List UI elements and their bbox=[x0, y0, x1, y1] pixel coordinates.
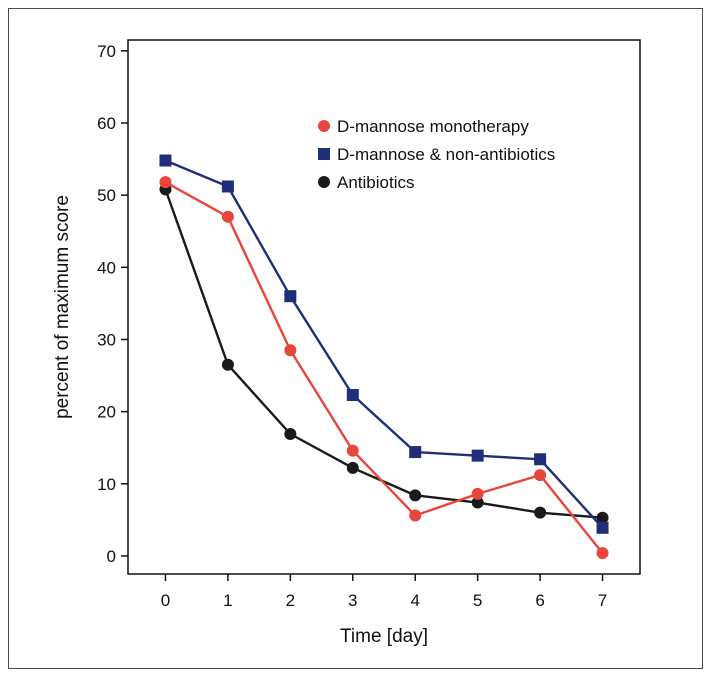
x-tick-label: 0 bbox=[161, 591, 170, 610]
y-tick-label: 0 bbox=[107, 547, 116, 566]
legend-marker bbox=[318, 176, 330, 188]
series-d-mannose-monotherapy bbox=[159, 176, 609, 560]
x-tick-label: 5 bbox=[473, 591, 482, 610]
data-point-d-mannose-monotherapy bbox=[221, 210, 234, 223]
data-point-d-mannose-monotherapy bbox=[284, 344, 297, 357]
data-point-d-mannose-non-antibiotics bbox=[284, 290, 297, 303]
y-tick-label: 50 bbox=[97, 186, 116, 205]
data-point-d-mannose-monotherapy bbox=[596, 547, 609, 560]
data-point-d-mannose-non-antibiotics bbox=[409, 446, 422, 459]
data-point-d-mannose-non-antibiotics bbox=[534, 453, 547, 466]
y-tick-label: 40 bbox=[97, 258, 116, 277]
y-tick-label: 10 bbox=[97, 475, 116, 494]
y-axis-title: percent of maximum score bbox=[52, 195, 73, 419]
y-tick-label: 70 bbox=[97, 42, 116, 61]
legend-label: D-mannose & non-antibiotics bbox=[337, 145, 555, 164]
data-point-d-mannose-monotherapy bbox=[471, 487, 484, 500]
data-point-d-mannose-non-antibiotics bbox=[221, 180, 234, 193]
plot-border bbox=[127, 39, 641, 575]
data-point-d-mannose-monotherapy bbox=[159, 176, 172, 189]
data-point-antibiotics bbox=[596, 511, 609, 524]
series-d-mannose-non-antibiotics bbox=[159, 154, 609, 534]
data-point-d-mannose-non-antibiotics bbox=[471, 449, 484, 462]
data-point-d-mannose-non-antibiotics bbox=[346, 389, 359, 402]
y-axis: 0 10 20 30 40 50 60 70 bbox=[97, 42, 128, 566]
data-point-antibiotics bbox=[346, 461, 359, 474]
data-point-d-mannose-monotherapy bbox=[534, 469, 547, 482]
series-line-d-mannose-monotherapy bbox=[164, 181, 604, 554]
data-point-antibiotics bbox=[284, 428, 297, 441]
y-tick-label: 30 bbox=[97, 330, 116, 349]
x-axis-title: Time [day] bbox=[340, 626, 428, 647]
data-point-antibiotics bbox=[409, 489, 422, 502]
series-line-antibiotics bbox=[164, 188, 603, 519]
data-point-d-mannose-non-antibiotics bbox=[596, 521, 609, 534]
legend-label: D-mannose monotherapy bbox=[337, 117, 529, 136]
x-tick-label: 6 bbox=[535, 591, 544, 610]
data-point-antibiotics bbox=[221, 358, 234, 371]
data-point-antibiotics bbox=[471, 496, 484, 509]
plot-area bbox=[127, 39, 641, 575]
y-tick-label: 60 bbox=[97, 114, 116, 133]
x-tick-label: 2 bbox=[286, 591, 295, 610]
x-tick-label: 1 bbox=[223, 591, 232, 610]
series-antibiotics bbox=[159, 183, 609, 524]
data-point-antibiotics bbox=[534, 506, 547, 519]
data-point-d-mannose-monotherapy bbox=[346, 444, 359, 457]
x-tick-label: 4 bbox=[410, 591, 419, 610]
legend-marker bbox=[318, 148, 330, 160]
x-axis: 0 1 2 3 4 5 6 7 bbox=[161, 574, 607, 610]
x-tick-label: 7 bbox=[598, 591, 607, 610]
legend: D-mannose monotherapy D-mannose & non-ant… bbox=[318, 117, 555, 192]
series-line-d-mannose-non-antibiotics bbox=[165, 159, 604, 529]
figure-frame bbox=[8, 8, 703, 669]
data-point-d-mannose-non-antibiotics bbox=[159, 154, 172, 167]
legend-label: Antibiotics bbox=[337, 173, 414, 192]
x-tick-label: 3 bbox=[348, 591, 357, 610]
series-layer bbox=[159, 154, 609, 560]
legend-marker bbox=[318, 120, 330, 132]
y-tick-label: 20 bbox=[97, 403, 116, 422]
data-point-d-mannose-monotherapy bbox=[409, 509, 422, 522]
